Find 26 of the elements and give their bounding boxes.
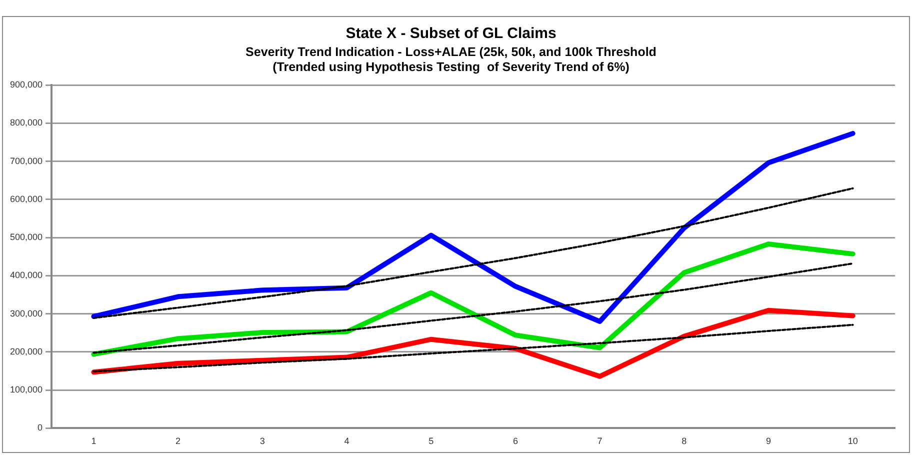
y-tick-label: 400,000 [10, 270, 43, 280]
y-tick-label: 200,000 [10, 346, 43, 356]
x-tick-label: 7 [597, 436, 602, 446]
x-tick-label: 8 [682, 436, 687, 446]
x-tick-label: 2 [176, 436, 181, 446]
y-tick-label: 600,000 [10, 194, 43, 204]
x-tick-label: 1 [91, 436, 96, 446]
y-tick-label: 800,000 [10, 118, 43, 128]
line-series [92, 262, 854, 354]
y-tick-label: 0 [38, 422, 43, 433]
x-tick-label: 4 [344, 436, 350, 446]
y-tick-label: 900,000 [10, 79, 43, 90]
y-tick-label: 500,000 [10, 232, 43, 242]
x-tick-label: 10 [848, 436, 858, 446]
chart-title: State X - Subset of GL Claims [346, 25, 556, 42]
x-tick-label: 9 [766, 436, 771, 446]
x-tick-label: 3 [260, 436, 265, 446]
y-tick-label: 300,000 [10, 308, 43, 318]
line-series [92, 187, 854, 319]
text: (Trended using Hypothesis Testing of Severity Trend of 6%) [272, 60, 630, 74]
y-tick-label: 700,000 [10, 156, 43, 166]
text: Severity Trend Indication - Loss+ALAE (25k, 50k, and 100k Threshold [246, 44, 656, 59]
x-tick-label: 5 [428, 436, 434, 446]
y-tick-label: 100,000 [10, 384, 43, 395]
x-tick-label: 6 [512, 436, 518, 446]
line-series [92, 324, 854, 372]
